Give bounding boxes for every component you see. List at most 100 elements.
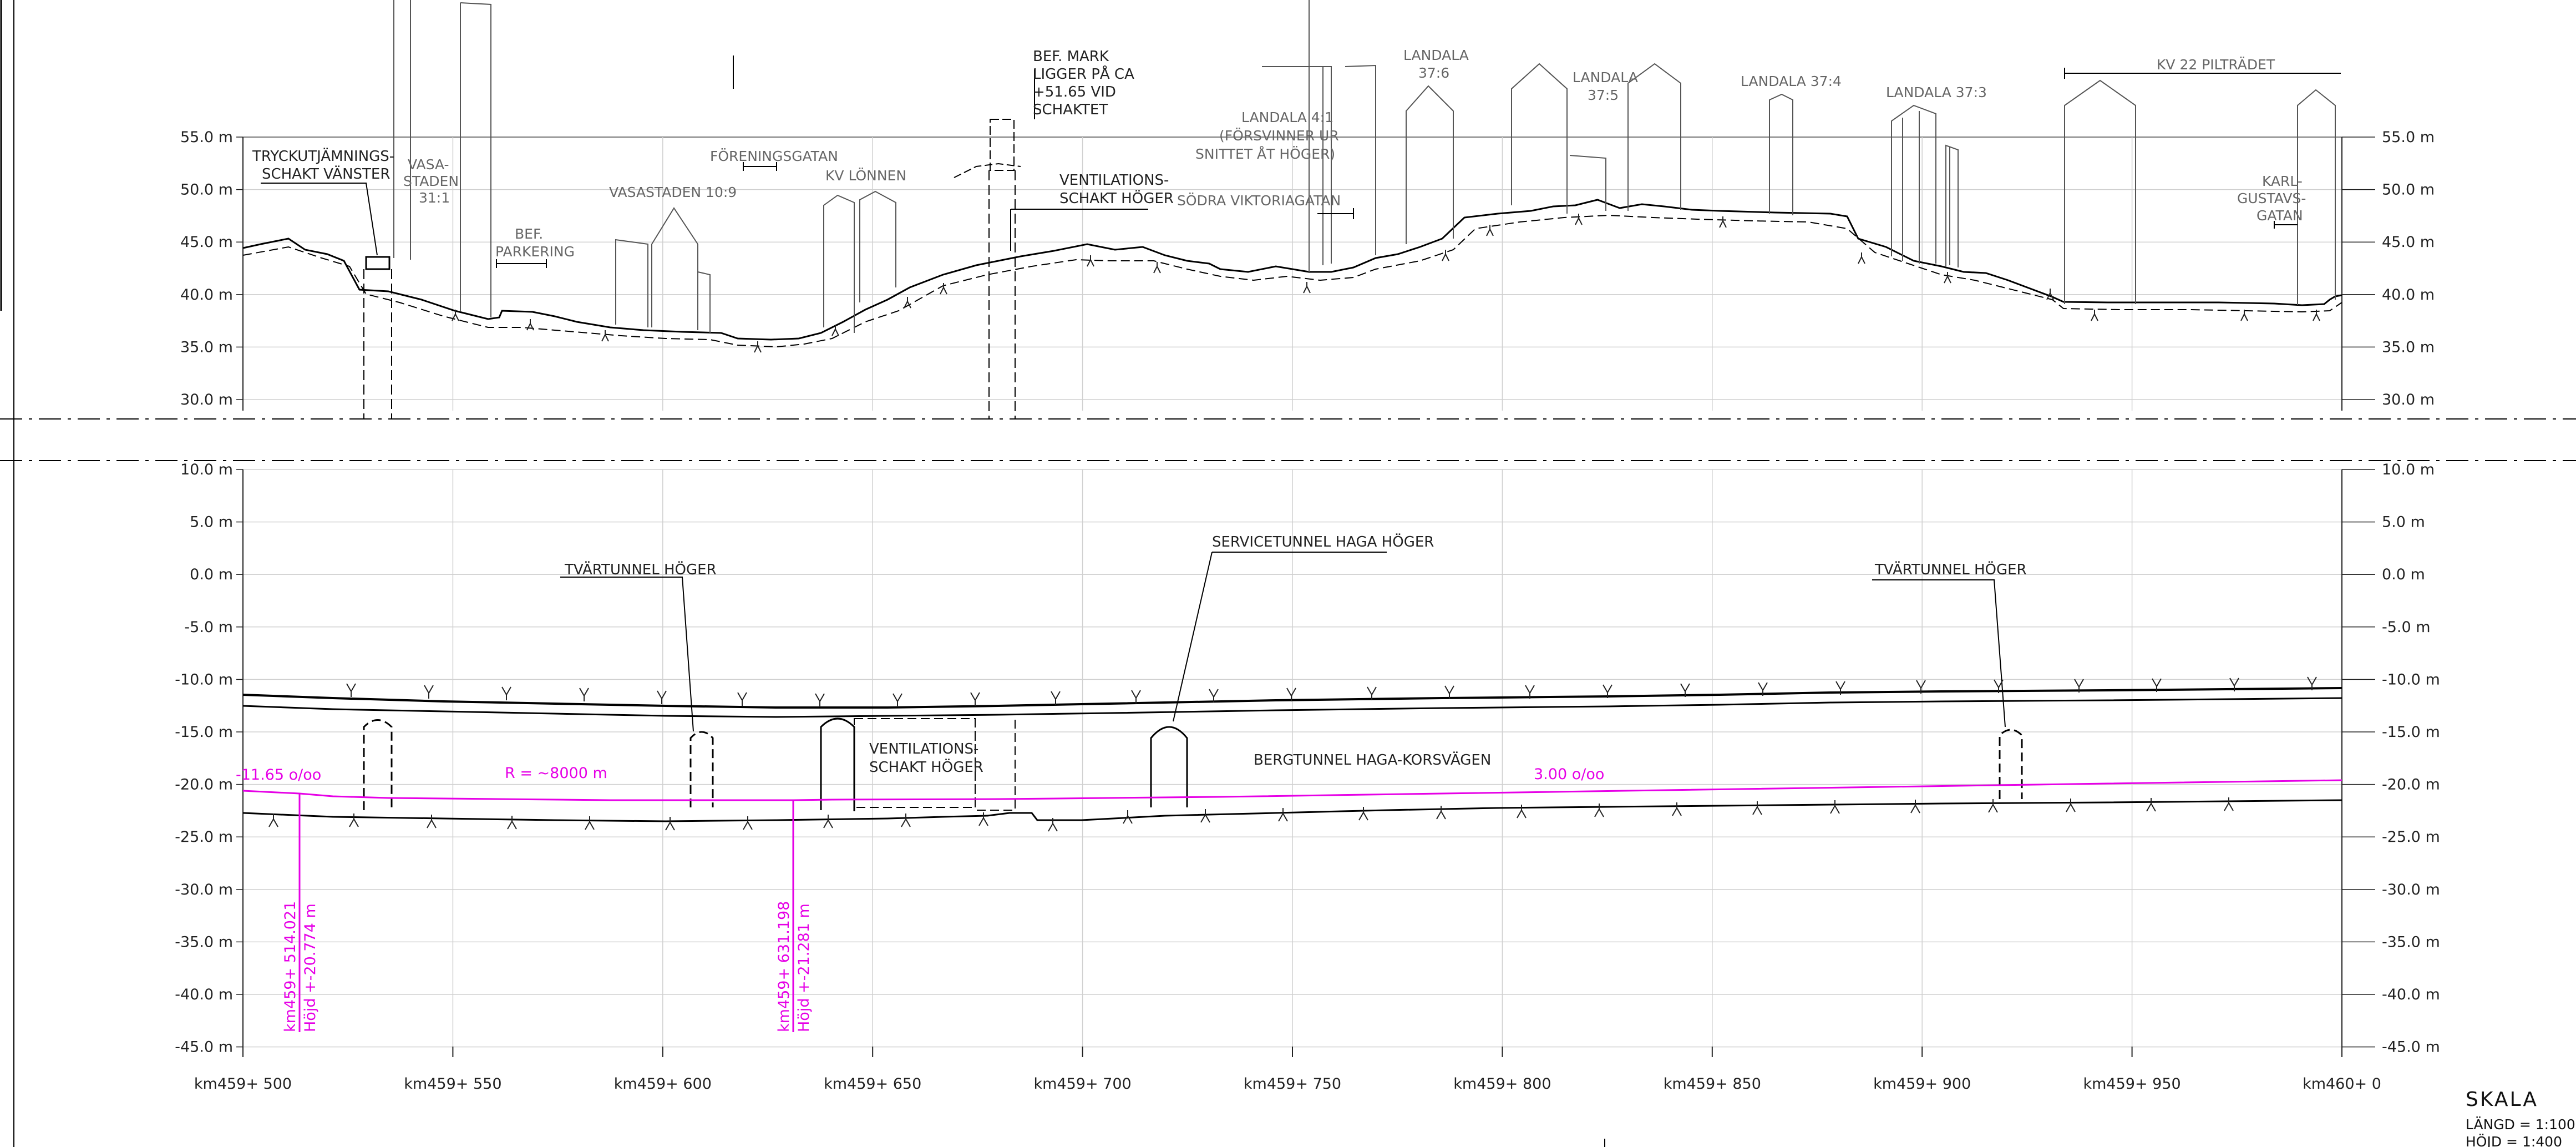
chainage-label: km459+ 750 xyxy=(1244,1075,1341,1093)
upper-elev-label-right: 30.0 m xyxy=(2382,391,2435,408)
label-tvartunnel-right: TVÄRTUNNEL HÖGER xyxy=(1874,560,2027,578)
label-radius: R = ~8000 m xyxy=(505,765,607,782)
label-bergtunnel: BERGTUNNEL HAGA-KORSVÄGEN xyxy=(1254,751,1491,769)
chainage-label: km459+ 850 xyxy=(1664,1075,1761,1093)
label-landala41-1: LANDALA 4:1 xyxy=(1241,109,1333,125)
rock-tunnel xyxy=(242,687,2342,822)
upper-elev-label-left: 50.0 m xyxy=(180,181,233,199)
lower-elev-label-left: -40.0 m xyxy=(175,986,233,1003)
label-foreningsgatan: FÖRENINGSGATAN xyxy=(710,148,838,164)
chainage-label: km459+ 700 xyxy=(1033,1075,1131,1093)
ground-surface xyxy=(242,199,2342,348)
lower-elev-label-right: -35.0 m xyxy=(2382,933,2440,951)
scale-height: HÖJD = 1:400 xyxy=(2466,1134,2562,1147)
label-karl-2: GUSTAVS- xyxy=(2237,190,2306,206)
surface-labels: TRYCKUTJÄMNINGS- SCHAKT VÄNSTER VASA- ST… xyxy=(252,47,2306,260)
lower-elev-label-right: -30.0 m xyxy=(2382,881,2440,898)
design-alignment xyxy=(242,779,2342,1032)
lower-elev-label-right: -25.0 m xyxy=(2382,828,2440,846)
lower-elev-label-left: 10.0 m xyxy=(180,461,233,478)
upper-elev-label-left: 45.0 m xyxy=(180,234,233,251)
label-bef-mark-4: SCHAKTET xyxy=(1033,102,1108,118)
upper-elev-label-right: 50.0 m xyxy=(2382,181,2435,199)
label-landala374: LANDALA 37:4 xyxy=(1741,73,1842,89)
chainage-label: km459+ 650 xyxy=(824,1075,921,1093)
label-vasastaden311-2: STADEN xyxy=(403,173,459,189)
pressure-equalization-shaft-left xyxy=(363,256,392,419)
lower-elev-label-right: -40.0 m xyxy=(2382,986,2440,1003)
label-bef-parkering-1: BEF. xyxy=(515,226,543,242)
upper-elev-label-right: 35.0 m xyxy=(2382,338,2435,356)
upper-elev-label-left: 55.0 m xyxy=(180,129,233,146)
label-point1-km: km459+ 514.021 xyxy=(282,901,299,1032)
label-grade-left: -11.65 o/oo xyxy=(236,766,321,784)
chainage-label: km459+ 600 xyxy=(614,1075,712,1093)
rock-markers xyxy=(268,214,2320,832)
upper-elev-label-left: 40.0 m xyxy=(180,286,233,304)
lower-elev-label-left: 0.0 m xyxy=(190,566,233,583)
upper-elev-label-right: 55.0 m xyxy=(2382,129,2435,146)
label-bef-mark-1: BEF. MARK xyxy=(1033,48,1109,65)
label-grade-right: 3.00 o/oo xyxy=(1534,766,1604,783)
label-bef-mark-2: LIGGER PÅ CA xyxy=(1033,65,1134,83)
label-kv22: KV 22 PILTRÄDET xyxy=(2157,57,2275,73)
chainage-label: km459+ 800 xyxy=(1453,1075,1551,1093)
scale-box: SKALA LÄNGD = 1:1000 HÖJD = 1:400 xyxy=(2466,1088,2576,1147)
label-vent-upper-2: SCHAKT HÖGER xyxy=(1059,189,1174,207)
grid xyxy=(236,137,2375,1048)
lower-elev-label-right: -15.0 m xyxy=(2382,724,2440,741)
label-point2-km: km459+ 631.198 xyxy=(775,901,793,1032)
chainage-label: km459+ 500 xyxy=(194,1075,292,1093)
leader-lines xyxy=(261,55,2341,732)
chainage-label: km459+ 900 xyxy=(1873,1075,1971,1093)
chainage-ticks: km459+ 500 km459+ 550 km459+ 600 km459+ 650… xyxy=(194,1047,2381,1093)
upper-elev-label-left: 30.0 m xyxy=(180,391,233,408)
lower-elev-label-left: -20.0 m xyxy=(175,776,233,794)
tunnel-labels: TVÄRTUNNEL HÖGER SERVICETUNNEL HAGA HÖGE… xyxy=(564,533,2027,776)
ventilation-shaft-right xyxy=(954,119,1021,419)
label-servicetunnel: SERVICETUNNEL HAGA HÖGER xyxy=(1212,533,1434,550)
lower-elev-label-right: -5.0 m xyxy=(2382,619,2431,636)
alignment-labels: -11.65 o/oo R = ~8000 m 3.00 o/oo km459+… xyxy=(236,765,1604,1032)
label-vent-lower-1: VENTILATIONS- xyxy=(869,741,978,757)
label-tryck-1: TRYCKUTJÄMNINGS- xyxy=(252,147,394,165)
label-landala375-1: LANDALA xyxy=(1573,69,1638,85)
lower-elev-label-right: 0.0 m xyxy=(2382,566,2425,583)
upper-elev-label-right: 45.0 m xyxy=(2382,234,2435,251)
label-landala375-2: 37:5 xyxy=(1588,87,1619,103)
label-karl-3: GATAN xyxy=(2256,208,2303,224)
label-sodra-vik: SÖDRA VIKTORIAGATAN xyxy=(1177,193,1341,209)
label-vent-upper-1: VENTILATIONS- xyxy=(1059,172,1169,189)
label-point2-height: Höjd +-21.281 m xyxy=(795,903,813,1032)
scale-title: SKALA xyxy=(2466,1088,2538,1111)
lower-elev-label-right: -10.0 m xyxy=(2382,671,2440,688)
label-bef-mark-3: +51.65 VID xyxy=(1033,84,1116,100)
lower-elev-label-right: 5.0 m xyxy=(2382,514,2425,531)
label-tryck-2: SCHAKT VÄNSTER xyxy=(262,165,390,183)
label-karl-1: KARL- xyxy=(2262,173,2303,189)
lower-elev-label-left: -5.0 m xyxy=(184,619,233,636)
label-landala376-1: LANDALA xyxy=(1403,47,1469,63)
label-vasastaden311-3: 31:1 xyxy=(419,190,450,206)
label-vasastaden311-1: VASA- xyxy=(408,156,449,173)
label-point1-height: Höjd +-20.774 m xyxy=(302,903,319,1032)
scale-length: LÄNGD = 1:1000 xyxy=(2466,1116,2576,1133)
label-tvartunnel-left: TVÄRTUNNEL HÖGER xyxy=(564,560,717,578)
lower-elev-label-left: -35.0 m xyxy=(175,933,233,951)
lower-elev-label-left: -10.0 m xyxy=(175,671,233,688)
lower-elev-label-left: 5.0 m xyxy=(190,514,233,531)
axis-labels: 55.0 m 55.0 m 50.0 m 50.0 m 45.0 m 45.0 m 40.0… xyxy=(175,129,2440,1056)
label-kv-lonnen: KV LÖNNEN xyxy=(825,168,906,184)
lower-elev-label-left: -15.0 m xyxy=(175,724,233,741)
upper-elev-label-left: 35.0 m xyxy=(180,338,233,356)
lower-elev-label-left: -45.0 m xyxy=(175,1039,233,1056)
label-landala373: LANDALA 37:3 xyxy=(1886,84,1987,100)
lower-elev-label-right: -20.0 m xyxy=(2382,776,2440,794)
lower-elev-label-right: 10.0 m xyxy=(2382,461,2435,478)
upper-elev-label-right: 40.0 m xyxy=(2382,286,2435,304)
label-vent-lower-2: SCHAKT HÖGER xyxy=(869,758,983,776)
label-bef-parkering-2: PARKERING xyxy=(495,244,575,260)
chainage-label: km459+ 550 xyxy=(404,1075,501,1093)
chainage-label: km459+ 950 xyxy=(2083,1075,2181,1093)
